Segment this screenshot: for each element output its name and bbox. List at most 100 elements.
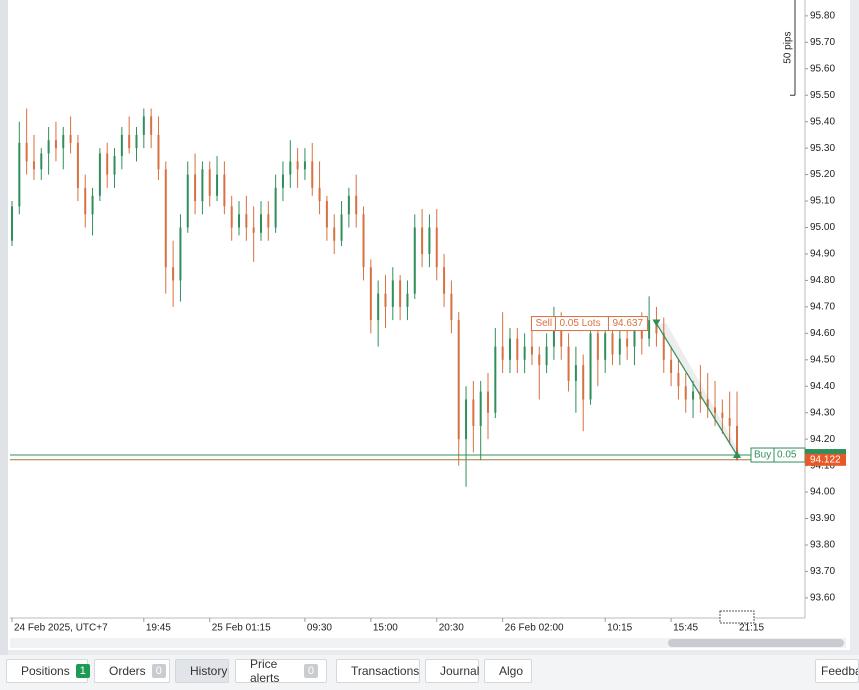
feedback-button[interactable]: Feedba — [815, 659, 859, 683]
chart-background — [8, 0, 850, 650]
bar-body — [157, 134, 160, 170]
bar-body — [369, 267, 372, 321]
y-tick-label: 94.30 — [810, 407, 835, 418]
bar-body — [538, 354, 541, 366]
tab[interactable]: Algo — [484, 659, 532, 683]
x-tick-label: 21:15 — [739, 623, 764, 634]
bar-body — [259, 214, 262, 233]
bar-body — [523, 346, 526, 360]
bar-body — [465, 399, 468, 440]
y-tick-label: 95.80 — [810, 11, 835, 22]
bar-body — [84, 187, 87, 215]
bar-body — [296, 161, 299, 170]
x-tick-label: 24 Feb 2025, UTC+7 — [14, 623, 108, 634]
bar-body — [574, 365, 577, 381]
bar-body — [399, 280, 402, 307]
sell-label-text: 94.637 — [612, 318, 643, 329]
bar-body — [494, 346, 497, 413]
bar-body — [582, 365, 585, 400]
bar-body — [508, 338, 511, 360]
bar-body — [633, 328, 636, 347]
bar-body — [552, 320, 555, 347]
bar-body — [252, 227, 255, 233]
bar-body — [596, 333, 599, 360]
x-tick-label: 15:00 — [373, 623, 398, 634]
y-tick-label: 95.00 — [810, 222, 835, 233]
bar-body — [113, 156, 116, 175]
buy-label-text: 0.05 — [777, 450, 797, 461]
bar-body — [355, 195, 358, 215]
tab[interactable]: History — [175, 659, 229, 683]
bar-body — [714, 407, 717, 413]
bar-body — [172, 267, 175, 281]
y-tick-label: 93.60 — [810, 593, 835, 604]
bar-body — [450, 293, 453, 321]
bar-body — [391, 280, 394, 307]
sell-label-box — [530, 316, 648, 332]
bar-body — [457, 320, 460, 440]
bar-body — [648, 320, 651, 339]
bar-body — [98, 153, 101, 196]
y-tick-label: 94.50 — [810, 354, 835, 365]
tab[interactable]: Orders 0 — [94, 659, 170, 683]
bar-body — [274, 187, 277, 228]
bar-body — [32, 161, 35, 170]
bar-body — [516, 338, 519, 360]
tab[interactable]: Positions 1 — [6, 659, 90, 683]
bar-body — [677, 373, 680, 387]
tab-label: Price alerts — [250, 657, 280, 685]
x-tick-label: 10:15 — [607, 623, 632, 634]
bar-body — [62, 134, 65, 149]
time-box — [719, 610, 755, 624]
bar-body — [377, 293, 380, 321]
bar-body — [245, 214, 248, 228]
bar-body — [589, 333, 592, 400]
tab[interactable]: Price alerts 0 — [235, 657, 327, 685]
y-tick-label: 95.40 — [810, 116, 835, 127]
y-tick-label: 95.20 — [810, 169, 835, 180]
x-tick-label: 20:30 — [439, 623, 464, 634]
tab[interactable]: Transactions — [336, 659, 420, 683]
y-tick-label: 93.70 — [810, 566, 835, 577]
bar-body — [487, 391, 490, 413]
y-tick-label: 93.80 — [810, 540, 835, 551]
bar-body — [208, 169, 211, 196]
bar-body — [384, 293, 387, 307]
bar-body — [421, 227, 424, 254]
bar-body — [186, 174, 189, 228]
bar-body — [18, 142, 21, 207]
y-tick-label: 94.80 — [810, 275, 835, 286]
bar-body — [40, 153, 43, 170]
tab-count: 1 — [75, 664, 90, 678]
tab-bar: Positions 1 Orders 0 History Price alerts 0 Tra… — [0, 655, 859, 690]
scrollbar-thumb[interactable] — [668, 639, 844, 647]
tab[interactable]: Journal — [425, 659, 479, 683]
y-tick-label: 95.10 — [810, 196, 835, 207]
bar-body — [530, 346, 533, 355]
bar-body — [311, 161, 314, 188]
bar-body — [267, 214, 270, 228]
bar-body — [142, 116, 145, 135]
bar-body — [611, 333, 614, 355]
sell-label-text: Sell — [535, 318, 552, 329]
bar-body — [736, 425, 738, 461]
y-tick-label: 94.00 — [810, 487, 835, 498]
scrollbar-track[interactable] — [10, 638, 846, 648]
y-tick-label: 95.30 — [810, 143, 835, 154]
bar-body — [684, 386, 687, 400]
bar-body — [150, 116, 153, 135]
bar-body — [289, 161, 292, 175]
tab-label: Transactions — [351, 664, 420, 678]
bar-body — [333, 227, 336, 241]
bar-body — [626, 338, 629, 347]
y-tick-label: 95.70 — [810, 37, 835, 48]
bar-body — [443, 267, 446, 294]
bar-body — [179, 227, 182, 281]
y-tick-label: 94.60 — [810, 328, 835, 339]
bar-body — [501, 346, 504, 360]
ruler-label: 50 pips — [783, 31, 794, 63]
bar-body — [318, 187, 321, 202]
bar-body — [721, 412, 724, 418]
y-tick-label: 95.60 — [810, 63, 835, 74]
